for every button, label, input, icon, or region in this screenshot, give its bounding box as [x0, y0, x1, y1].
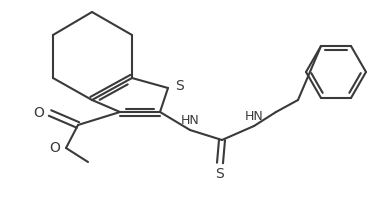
Text: S: S — [216, 167, 224, 181]
Text: O: O — [33, 106, 44, 120]
Text: HN: HN — [181, 114, 199, 127]
Text: O: O — [49, 141, 60, 155]
Text: S: S — [175, 79, 184, 93]
Text: HN: HN — [245, 110, 264, 123]
